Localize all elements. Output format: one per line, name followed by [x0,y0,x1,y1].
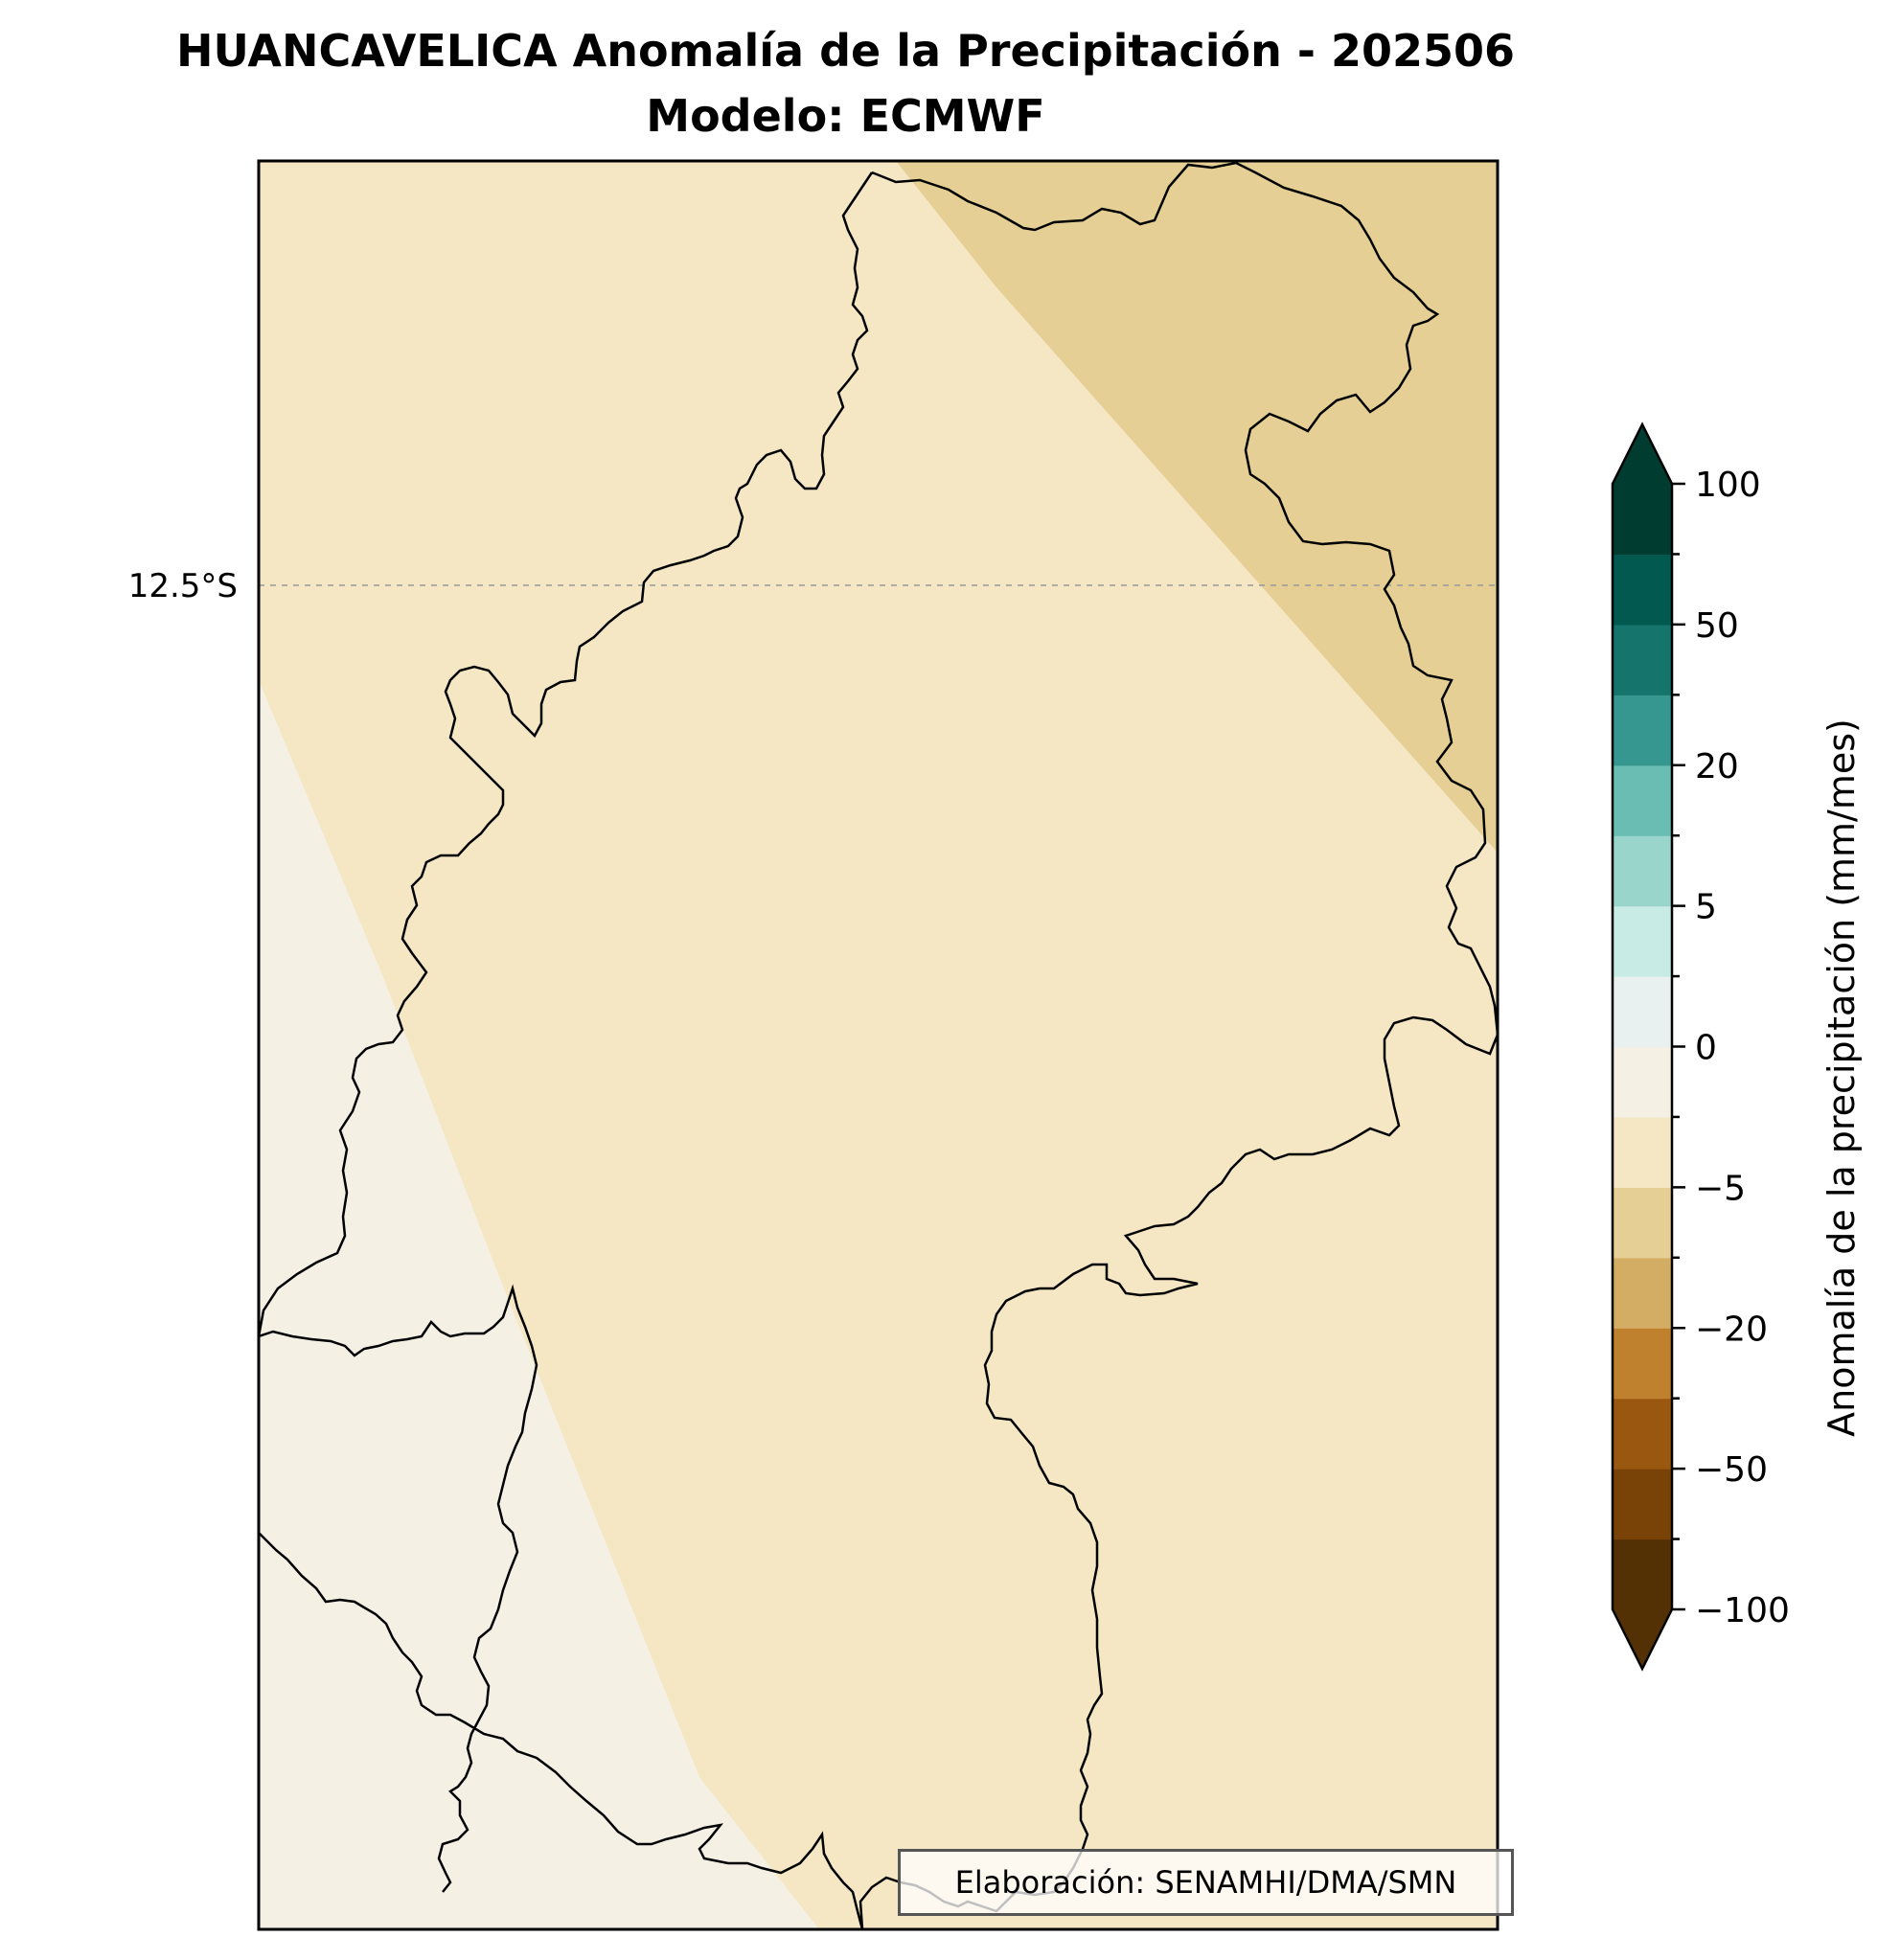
colorbar-extend-high [1613,424,1672,484]
department-boundary [259,161,1498,1929]
colorbar-segment [1613,554,1672,626]
colorbar-segment [1613,484,1672,556]
colorbar-segment [1613,1328,1672,1400]
credit-box: Elaboración: SENAMHI/DMA/SMN [898,1849,1514,1916]
colorbar-extend-low [1613,1609,1672,1669]
colorbar-tick-label: 100 [1695,466,1761,505]
colorbar-tick-label: −50 [1695,1450,1768,1490]
colorbar-tick-label: −20 [1695,1310,1768,1349]
colorbar-segment [1613,1116,1672,1188]
colorbar-segment [1613,695,1672,766]
colorbar-segment [1613,624,1672,695]
anomaly-zone-northeast [896,161,1498,853]
colorbar-segment [1613,1469,1672,1540]
colorbar-segment [1613,1187,1672,1259]
map-subtitle: Modelo: ECMWF [646,90,1045,142]
anomaly-zone-main [259,161,1498,1929]
colorbar-label: Anomalía de la precipitación (mm/mes) [1820,718,1863,1437]
colorbar-tick-label: −5 [1695,1169,1746,1208]
colorbar-segment [1613,1046,1672,1118]
colorbar-segment [1613,1398,1672,1470]
colorbar-segment [1613,976,1672,1048]
map-frame [257,159,1499,1931]
colorbar-segment [1613,905,1672,977]
map-title: HUANCAVELICA Anomalía de la Precipitació… [176,25,1515,77]
map-panel [259,161,1498,1929]
latitude-label: 12.5°S [128,567,238,605]
colorbar-tick-label: 0 [1695,1029,1717,1068]
colorbar-tick-label: 20 [1695,747,1739,786]
colorbar-segment [1613,835,1672,907]
colorbar-segment [1613,1257,1672,1329]
colorbar-tick-label: −100 [1695,1591,1790,1630]
colorbar-tick-label: 50 [1695,606,1739,646]
colorbar-segment [1613,764,1672,836]
colorbar-segment [1613,1538,1672,1610]
colorbar-tick-label: 5 [1695,888,1717,927]
